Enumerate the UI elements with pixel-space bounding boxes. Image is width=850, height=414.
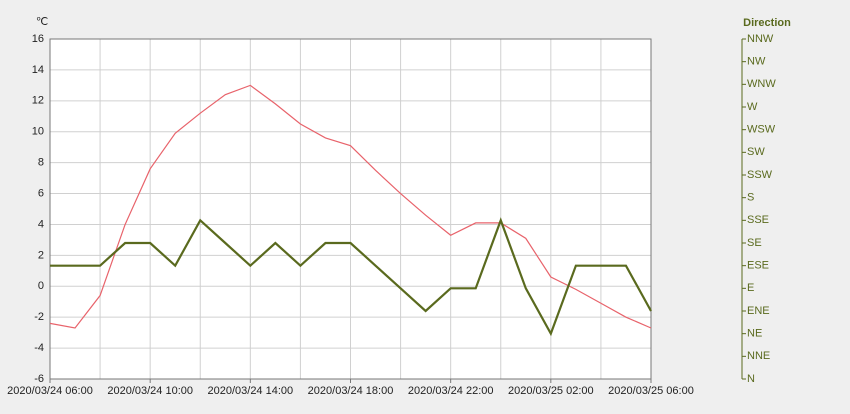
y-tick-label: 8 bbox=[38, 157, 44, 169]
x-tick-label: 2020/03/25 02:00 bbox=[508, 385, 594, 397]
y2-tick-label: ENE bbox=[747, 305, 770, 317]
y2-tick-label: WNW bbox=[747, 78, 776, 90]
y2-axis-title: Direction bbox=[743, 17, 791, 29]
y2-tick-label: S bbox=[747, 192, 754, 204]
y2-tick-label: NNW bbox=[747, 33, 774, 45]
y2-tick-label: SE bbox=[747, 237, 762, 249]
y-tick-label: -6 bbox=[34, 373, 44, 385]
y2-tick-label: NNE bbox=[747, 350, 770, 362]
y-tick-label: 10 bbox=[32, 126, 44, 138]
x-tick-label: 2020/03/24 06:00 bbox=[7, 385, 93, 397]
y2-tick-label: SSE bbox=[747, 214, 769, 226]
x-tick-label: 2020/03/24 22:00 bbox=[408, 385, 494, 397]
y-tick-label: -4 bbox=[34, 342, 44, 354]
y-tick-label: 2 bbox=[38, 249, 44, 261]
y-tick-label: 14 bbox=[32, 64, 44, 76]
y2-tick-label: N bbox=[747, 373, 755, 385]
y2-tick-label: E bbox=[747, 282, 754, 294]
x-tick-label: 2020/03/25 06:00 bbox=[608, 385, 694, 397]
y-tick-label: 4 bbox=[38, 218, 44, 230]
y2-tick-label: WSW bbox=[747, 124, 776, 136]
y2-tick-label: NE bbox=[747, 328, 762, 340]
x-tick-label: 2020/03/24 14:00 bbox=[208, 385, 294, 397]
x-tick-label: 2020/03/24 10:00 bbox=[107, 385, 193, 397]
y2-tick-label: ESE bbox=[747, 260, 769, 272]
y2-tick-label: W bbox=[747, 101, 758, 113]
y-axis-title: ℃ bbox=[36, 16, 48, 28]
y-tick-label: -2 bbox=[34, 311, 44, 323]
x-tick-label: 2020/03/24 18:00 bbox=[308, 385, 394, 397]
y-tick-label: 12 bbox=[32, 95, 44, 107]
y2-tick-label: SW bbox=[747, 146, 765, 158]
y2-tick-label: SSW bbox=[747, 169, 773, 181]
y-tick-label: 0 bbox=[38, 280, 44, 292]
series-line bbox=[49, 84, 652, 329]
y2-tick-label: NW bbox=[747, 56, 766, 68]
y-tick-label: 16 bbox=[32, 33, 44, 45]
y-tick-label: 6 bbox=[38, 187, 44, 199]
series-line bbox=[50, 217, 652, 337]
